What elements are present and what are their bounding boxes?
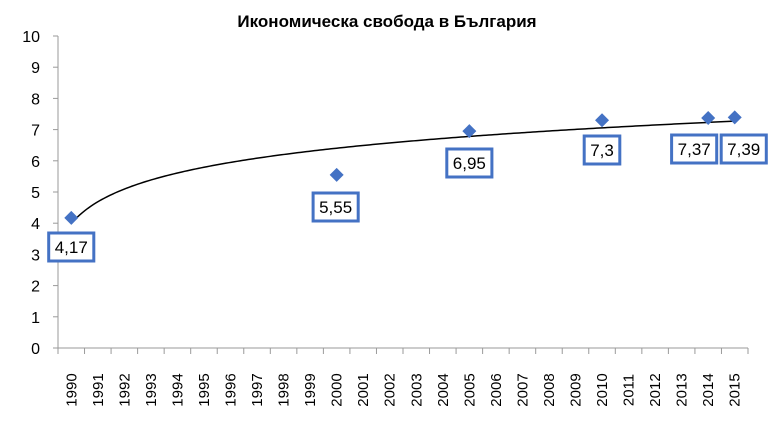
x-tick-label: 1995	[196, 373, 213, 406]
y-tick-label: 10	[22, 29, 40, 46]
y-tick-label: 5	[31, 185, 40, 202]
data-label-text: 7,39	[727, 140, 760, 159]
x-axis-ticks: 1990 1991 1992 1993 1994 1995 1996 1997 1998 1999…	[57, 348, 749, 407]
data-label-box	[445, 147, 494, 179]
data-label-box	[582, 134, 622, 166]
x-tick-label: 2000	[329, 373, 346, 406]
x-tick-label: 1999	[302, 373, 319, 406]
y-axis-ticks: 0 1 2 3 4 5 6 7 8 9 10	[22, 29, 58, 358]
x-tick-label: 1997	[249, 373, 266, 406]
x-tick-label: 2013	[674, 373, 691, 406]
data-label: 6,95	[445, 147, 494, 179]
x-tick-label: 1996	[223, 373, 240, 406]
data-markers	[64, 110, 742, 225]
y-tick-label: 9	[31, 60, 40, 77]
x-tick-label: 1993	[143, 373, 160, 406]
data-point-marker	[595, 113, 610, 128]
x-tick-label: 1990	[63, 373, 80, 406]
data-label-box	[719, 133, 768, 165]
data-label: 7,39	[719, 133, 768, 165]
y-tick-label: 4	[31, 216, 40, 233]
y-tick-label: 0	[31, 341, 40, 358]
data-label-text: 5,55	[319, 198, 352, 217]
y-tick-label: 8	[31, 91, 40, 108]
trendline	[70, 120, 735, 225]
x-tick-label: 2002	[382, 373, 399, 406]
data-label-box	[47, 231, 96, 263]
x-tick-label: 2010	[594, 373, 611, 406]
data-label-text: 4,17	[55, 238, 88, 257]
data-label: 4,17	[47, 231, 96, 263]
data-label-box	[670, 133, 719, 165]
chart-title: Икономическа свобода в България	[237, 12, 536, 31]
x-tick-label: 2014	[700, 373, 717, 406]
x-tick-label: 2005	[461, 373, 478, 406]
data-label: 7,3	[582, 134, 622, 166]
y-tick-label: 7	[31, 123, 40, 140]
data-point-marker	[727, 110, 742, 125]
data-label: 5,55	[311, 191, 360, 223]
data-point-marker	[64, 210, 79, 225]
x-tick-label: 2012	[647, 373, 664, 406]
x-tick-label: 2011	[621, 374, 638, 406]
x-tick-label: 2015	[727, 373, 744, 406]
data-label-text: 7,3	[590, 141, 614, 160]
data-point-marker	[329, 167, 344, 182]
y-tick-label: 2	[31, 279, 40, 296]
data-label-box	[311, 191, 360, 223]
x-tick-label: 1991	[90, 373, 107, 406]
axes	[57, 36, 748, 349]
data-point-marker	[701, 111, 716, 126]
x-tick-label: 2001	[355, 373, 372, 406]
x-tick-label: 2008	[541, 373, 558, 406]
data-labels: 4,17 5,55 6,95 7,3 7,37 7,39	[47, 133, 768, 263]
x-tick-label: 2006	[488, 373, 505, 406]
x-tick-label: 1992	[116, 373, 133, 406]
y-tick-label: 1	[31, 310, 40, 327]
x-tick-label: 1998	[276, 373, 293, 406]
x-tick-label: 1994	[169, 373, 186, 406]
y-tick-label: 3	[31, 247, 40, 264]
x-tick-label: 2009	[568, 373, 585, 406]
x-tick-label: 2007	[514, 373, 531, 406]
y-tick-label: 6	[31, 154, 40, 171]
x-tick-label: 2003	[408, 373, 425, 406]
data-label: 7,37	[670, 133, 719, 165]
data-point-marker	[462, 124, 477, 139]
data-label-text: 6,95	[453, 154, 486, 173]
x-tick-label: 2004	[435, 373, 452, 406]
data-label-text: 7,37	[678, 140, 711, 159]
